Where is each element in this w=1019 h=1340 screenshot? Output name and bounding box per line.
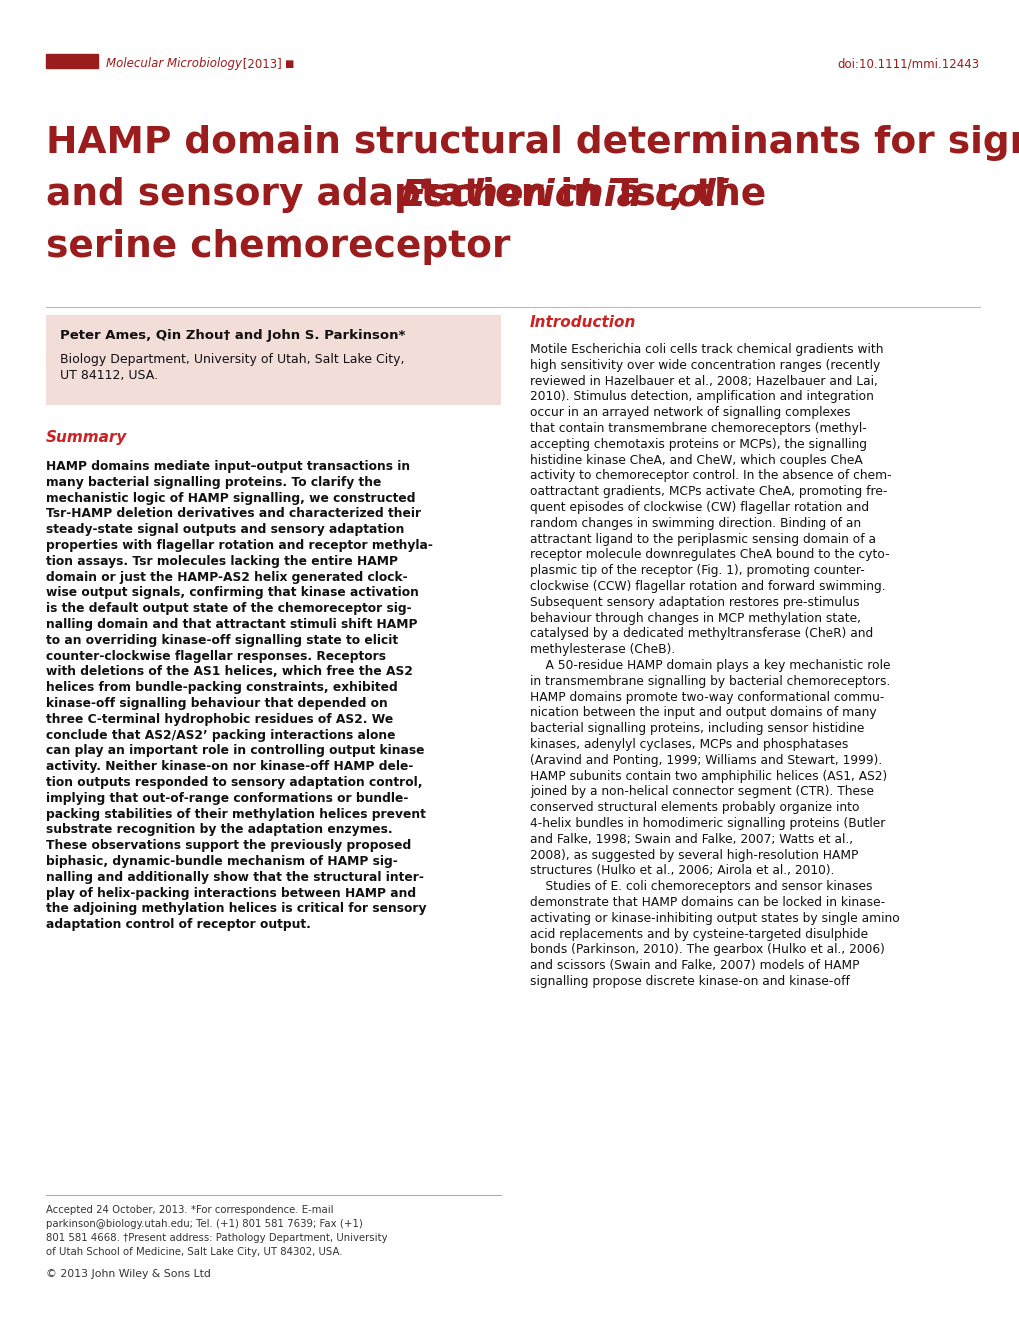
Text: Motile Escherichia coli cells track chemical gradients with: Motile Escherichia coli cells track chem…	[530, 343, 882, 356]
Text: steady-state signal outputs and sensory adaptation: steady-state signal outputs and sensory …	[46, 523, 404, 536]
Text: 2008), as suggested by several high-resolution HAMP: 2008), as suggested by several high-reso…	[530, 848, 858, 862]
Text: activating or kinase-inhibiting output states by single amino: activating or kinase-inhibiting output s…	[530, 911, 899, 925]
Text: oattractant gradients, MCPs activate CheA, promoting fre-: oattractant gradients, MCPs activate Che…	[530, 485, 887, 498]
Text: doi:10.1111/mmi.12443: doi:10.1111/mmi.12443	[837, 58, 979, 71]
Text: nalling domain and that attractant stimuli shift HAMP: nalling domain and that attractant stimu…	[46, 618, 417, 631]
Text: is the default output state of the chemoreceptor sig-: is the default output state of the chemo…	[46, 602, 412, 615]
Text: Accepted 24 October, 2013. *For correspondence. E-mail: Accepted 24 October, 2013. *For correspo…	[46, 1205, 333, 1215]
Text: receptor molecule downregulates CheA bound to the cyto-: receptor molecule downregulates CheA bou…	[530, 548, 889, 561]
Text: the adjoining methylation helices is critical for sensory: the adjoining methylation helices is cri…	[46, 902, 426, 915]
Text: joined by a non-helical connector segment (CTR). These: joined by a non-helical connector segmen…	[530, 785, 873, 799]
Text: and Falke, 1998; Swain and Falke, 2007; Watts et al.,: and Falke, 1998; Swain and Falke, 2007; …	[530, 832, 852, 846]
Text: properties with flagellar rotation and receptor methyla-: properties with flagellar rotation and r…	[46, 539, 432, 552]
Text: 801 581 4668. †Present address: Pathology Department, University: 801 581 4668. †Present address: Patholog…	[46, 1233, 387, 1244]
Text: 2010). Stimulus detection, amplification and integration: 2010). Stimulus detection, amplification…	[530, 390, 873, 403]
Text: packing stabilities of their methylation helices prevent: packing stabilities of their methylation…	[46, 808, 426, 820]
Text: Biology Department, University of Utah, Salt Lake City,: Biology Department, University of Utah, …	[60, 352, 405, 366]
Text: nication between the input and output domains of many: nication between the input and output do…	[530, 706, 875, 720]
Text: domain or just the HAMP-AS2 helix generated clock-: domain or just the HAMP-AS2 helix genera…	[46, 571, 408, 584]
Text: adaptation control of receptor output.: adaptation control of receptor output.	[46, 918, 311, 931]
Text: with deletions of the AS1 helices, which free the AS2: with deletions of the AS1 helices, which…	[46, 666, 413, 678]
Text: Introduction: Introduction	[530, 315, 636, 330]
Text: high sensitivity over wide concentration ranges (recently: high sensitivity over wide concentration…	[530, 359, 879, 371]
Text: bacterial signalling proteins, including sensor histidine: bacterial signalling proteins, including…	[530, 722, 863, 736]
Text: structures (Hulko et al., 2006; Airola et al., 2010).: structures (Hulko et al., 2006; Airola e…	[530, 864, 834, 878]
Text: three C-terminal hydrophobic residues of AS2. We: three C-terminal hydrophobic residues of…	[46, 713, 393, 726]
Text: Peter Ames, Qin Zhou† and John S. Parkinson*: Peter Ames, Qin Zhou† and John S. Parkin…	[60, 330, 405, 342]
Text: [2013]: [2013]	[238, 58, 281, 71]
Text: substrate recognition by the adaptation enzymes.: substrate recognition by the adaptation …	[46, 823, 392, 836]
Text: random changes in swimming direction. Binding of an: random changes in swimming direction. Bi…	[530, 517, 860, 529]
Text: biphasic, dynamic-bundle mechanism of HAMP sig-: biphasic, dynamic-bundle mechanism of HA…	[46, 855, 397, 868]
Text: signalling propose discrete kinase-on and kinase-off: signalling propose discrete kinase-on an…	[530, 976, 849, 988]
Text: of Utah School of Medicine, Salt Lake City, UT 84302, USA.: of Utah School of Medicine, Salt Lake Ci…	[46, 1248, 342, 1257]
Text: Summary: Summary	[46, 430, 127, 445]
Text: methylesterase (CheB).: methylesterase (CheB).	[530, 643, 675, 657]
Text: Studies of E. coli chemoreceptors and sensor kinases: Studies of E. coli chemoreceptors and se…	[530, 880, 871, 894]
Bar	[46, 54, 98, 68]
Text: plasmic tip of the receptor (Fig. 1), promoting counter-: plasmic tip of the receptor (Fig. 1), pr…	[530, 564, 864, 578]
Text: many bacterial signalling proteins. To clarify the: many bacterial signalling proteins. To c…	[46, 476, 381, 489]
FancyBboxPatch shape	[46, 315, 500, 405]
Text: ■: ■	[281, 59, 294, 68]
Text: catalysed by a dedicated methyltransferase (CheR) and: catalysed by a dedicated methyltransfera…	[530, 627, 872, 641]
Text: demonstrate that HAMP domains can be locked in kinase-: demonstrate that HAMP domains can be loc…	[530, 896, 884, 909]
Text: nalling and additionally show that the structural inter-: nalling and additionally show that the s…	[46, 871, 424, 884]
Text: and sensory adaptation in Tsr, the: and sensory adaptation in Tsr, the	[46, 177, 779, 213]
Text: reviewed in Hazelbauer et al., 2008; Hazelbauer and Lai,: reviewed in Hazelbauer et al., 2008; Haz…	[530, 375, 877, 387]
Text: Escherichia coli: Escherichia coli	[400, 177, 728, 213]
Text: UT 84112, USA.: UT 84112, USA.	[60, 369, 158, 382]
Text: HAMP domains promote two-way conformational commu-: HAMP domains promote two-way conformatio…	[530, 690, 883, 704]
Text: implying that out-of-range conformations or bundle-: implying that out-of-range conformations…	[46, 792, 408, 805]
Text: kinases, adenylyl cyclases, MCPs and phosphatases: kinases, adenylyl cyclases, MCPs and pho…	[530, 738, 848, 750]
Text: histidine kinase CheA, and CheW, which couples CheA: histidine kinase CheA, and CheW, which c…	[530, 454, 862, 466]
Text: and scissors (Swain and Falke, 2007) models of HAMP: and scissors (Swain and Falke, 2007) mod…	[530, 959, 859, 973]
Text: occur in an arrayed network of signalling complexes: occur in an arrayed network of signallin…	[530, 406, 850, 419]
Text: to an overriding kinase-off signalling state to elicit: to an overriding kinase-off signalling s…	[46, 634, 397, 647]
Text: quent episodes of clockwise (CW) flagellar rotation and: quent episodes of clockwise (CW) flagell…	[530, 501, 868, 515]
Text: activity to chemoreceptor control. In the absence of chem-: activity to chemoreceptor control. In th…	[530, 469, 891, 482]
Text: mechanistic logic of HAMP signalling, we constructed: mechanistic logic of HAMP signalling, we…	[46, 492, 415, 505]
Text: that contain transmembrane chemoreceptors (methyl-: that contain transmembrane chemoreceptor…	[530, 422, 866, 436]
Text: Molecular Microbiology: Molecular Microbiology	[106, 58, 242, 71]
Text: accepting chemotaxis proteins or MCPs), the signalling: accepting chemotaxis proteins or MCPs), …	[530, 438, 866, 450]
Text: conserved structural elements probably organize into: conserved structural elements probably o…	[530, 801, 859, 815]
Text: can play an important role in controlling output kinase: can play an important role in controllin…	[46, 745, 424, 757]
Text: activity. Neither kinase-on nor kinase-off HAMP dele-: activity. Neither kinase-on nor kinase-o…	[46, 760, 413, 773]
Text: 4-helix bundles in homodimeric signalling proteins (Butler: 4-helix bundles in homodimeric signallin…	[530, 817, 884, 829]
Text: These observations support the previously proposed: These observations support the previousl…	[46, 839, 411, 852]
Text: HAMP domains mediate input–output transactions in: HAMP domains mediate input–output transa…	[46, 460, 410, 473]
Text: helices from bundle-packing constraints, exhibited: helices from bundle-packing constraints,…	[46, 681, 397, 694]
Text: serine chemoreceptor: serine chemoreceptor	[46, 229, 510, 265]
Text: Tsr-HAMP deletion derivatives and characterized their: Tsr-HAMP deletion derivatives and charac…	[46, 508, 421, 520]
Text: tion outputs responded to sensory adaptation control,: tion outputs responded to sensory adapta…	[46, 776, 422, 789]
Text: conclude that AS2/AS2’ packing interactions alone: conclude that AS2/AS2’ packing interacti…	[46, 729, 395, 741]
Text: in transmembrane signalling by bacterial chemoreceptors.: in transmembrane signalling by bacterial…	[530, 675, 890, 687]
Text: kinase-off signalling behaviour that depended on: kinase-off signalling behaviour that dep…	[46, 697, 387, 710]
Text: clockwise (CCW) flagellar rotation and forward swimming.: clockwise (CCW) flagellar rotation and f…	[530, 580, 884, 594]
Text: HAMP domain structural determinants for signalling: HAMP domain structural determinants for …	[46, 125, 1019, 161]
Text: (Aravind and Ponting, 1999; Williams and Stewart, 1999).: (Aravind and Ponting, 1999; Williams and…	[530, 754, 881, 766]
Text: HAMP subunits contain two amphiphilic helices (AS1, AS2): HAMP subunits contain two amphiphilic he…	[530, 769, 887, 783]
Text: tion assays. Tsr molecules lacking the entire HAMP: tion assays. Tsr molecules lacking the e…	[46, 555, 397, 568]
Text: attractant ligand to the periplasmic sensing domain of a: attractant ligand to the periplasmic sen…	[530, 532, 875, 545]
Text: bonds (Parkinson, 2010). The gearbox (Hulko et al., 2006): bonds (Parkinson, 2010). The gearbox (Hu…	[530, 943, 884, 957]
Text: wise output signals, confirming that kinase activation: wise output signals, confirming that kin…	[46, 587, 419, 599]
Text: © 2013 John Wiley & Sons Ltd: © 2013 John Wiley & Sons Ltd	[46, 1269, 211, 1278]
Text: acid replacements and by cysteine-targeted disulphide: acid replacements and by cysteine-target…	[530, 927, 867, 941]
Text: play of helix-packing interactions between HAMP and: play of helix-packing interactions betwe…	[46, 887, 416, 899]
Text: parkinson@biology.utah.edu; Tel. (+1) 801 581 7639; Fax (+1): parkinson@biology.utah.edu; Tel. (+1) 80…	[46, 1219, 363, 1229]
Text: behaviour through changes in MCP methylation state,: behaviour through changes in MCP methyla…	[530, 611, 860, 624]
Text: counter-clockwise flagellar responses. Receptors: counter-clockwise flagellar responses. R…	[46, 650, 385, 662]
Text: A 50-residue HAMP domain plays a key mechanistic role: A 50-residue HAMP domain plays a key mec…	[530, 659, 890, 671]
Text: Subsequent sensory adaptation restores pre-stimulus: Subsequent sensory adaptation restores p…	[530, 596, 859, 608]
